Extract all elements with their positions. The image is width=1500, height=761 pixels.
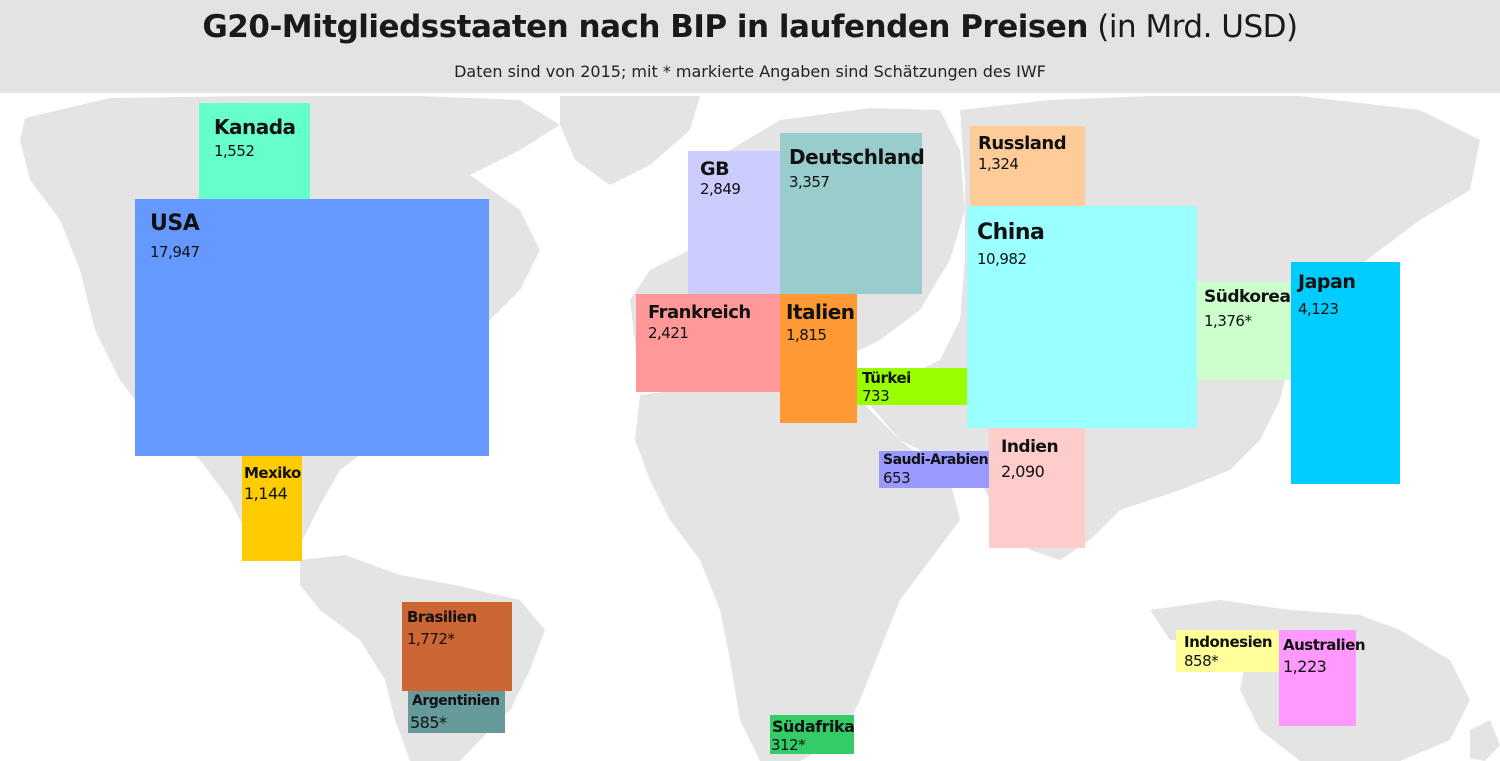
- country-value: 10,982: [977, 250, 1027, 268]
- country-value: 733: [862, 387, 890, 405]
- country-name: Argentinien: [412, 693, 500, 709]
- country-name: Japan: [1298, 271, 1356, 293]
- continent-greenland: [560, 96, 700, 185]
- country-value: 1,552: [214, 142, 255, 160]
- country-name: Australien: [1283, 636, 1366, 654]
- country-value: 2,090: [1001, 462, 1045, 481]
- country-name: Südafrika: [772, 717, 855, 736]
- country-box-china: China 10,982: [967, 206, 1197, 428]
- country-box-mexiko: Mexiko 1,144: [242, 456, 302, 561]
- country-box-indonesien: Indonesien 858*: [1176, 630, 1279, 672]
- country-name: Frankreich: [648, 302, 751, 323]
- country-name: China: [977, 220, 1045, 245]
- country-box-tuerkei: Türkei 733: [857, 368, 967, 405]
- country-name: USA: [150, 211, 200, 236]
- country-box-saudi-arabien: Saudi-Arabien 653: [879, 451, 989, 488]
- country-box-australien: Australien 1,223: [1279, 630, 1366, 726]
- continent-africa: [635, 385, 960, 761]
- country-name: Brasilien: [407, 608, 477, 626]
- country-name: Mexiko: [244, 464, 301, 482]
- country-value: 312*: [771, 736, 806, 754]
- country-name: Deutschland: [789, 145, 925, 169]
- country-box-japan: Japan 4,123: [1291, 262, 1400, 484]
- country-name: Russland: [978, 133, 1067, 154]
- country-name: Südkorea: [1204, 287, 1291, 307]
- country-box-indien: Indien 2,090: [989, 428, 1085, 548]
- country-box-suedkorea: Südkorea 1,376*: [1197, 282, 1291, 380]
- country-box-frankreich: Frankreich 2,421: [636, 294, 780, 392]
- country-name: Kanada: [214, 115, 296, 139]
- country-box-brasilien: Brasilien 1,772*: [402, 602, 512, 691]
- page-subtitle: Daten sind von 2015; mit * markierte Ang…: [454, 62, 1046, 81]
- title-unit: (in Mrd. USD): [1097, 9, 1298, 45]
- country-value: 2,421: [648, 324, 689, 342]
- header-bar: G20-Mitgliedsstaaten nach BIP in laufend…: [0, 0, 1500, 93]
- continent-new-zealand: [1470, 720, 1500, 761]
- country-value: 4,123: [1298, 300, 1339, 318]
- country-value: 17,947: [150, 243, 200, 261]
- country-name: Saudi-Arabien: [883, 452, 989, 468]
- country-value: 1,144: [244, 484, 288, 503]
- country-box-kanada: Kanada 1,552: [199, 103, 310, 199]
- title-main: G20-Mitgliedsstaaten nach BIP in laufend…: [202, 9, 1088, 45]
- country-value: 653: [883, 469, 911, 487]
- country-value: 1,324: [978, 155, 1019, 173]
- country-value: 585*: [410, 713, 447, 732]
- country-value: 3,357: [789, 173, 830, 191]
- country-name: Italien: [786, 300, 855, 324]
- country-value: 858*: [1184, 652, 1219, 670]
- country-box-italien: Italien 1,815: [780, 294, 857, 423]
- country-box-russland: Russland 1,324: [970, 126, 1085, 206]
- country-name: Indien: [1001, 437, 1059, 457]
- page-title: G20-Mitgliedsstaaten nach BIP in laufend…: [0, 9, 1500, 45]
- country-value: 2,849: [700, 180, 741, 198]
- country-box-deutschland: Deutschland 3,357: [780, 133, 925, 294]
- country-box-usa: USA 17,947: [135, 199, 489, 456]
- country-box-suedafrika: Südafrika 312*: [770, 715, 855, 754]
- country-name: Indonesien: [1184, 633, 1273, 651]
- country-value: 1,815: [786, 326, 827, 344]
- country-name: GB: [700, 158, 730, 180]
- country-value: 1,376*: [1204, 312, 1252, 330]
- country-box-gb: GB 2,849: [688, 151, 780, 294]
- country-value: 1,772*: [407, 630, 455, 648]
- country-box-argentinien: Argentinien 585*: [408, 691, 505, 733]
- country-name: Türkei: [862, 369, 911, 387]
- country-value: 1,223: [1283, 657, 1327, 676]
